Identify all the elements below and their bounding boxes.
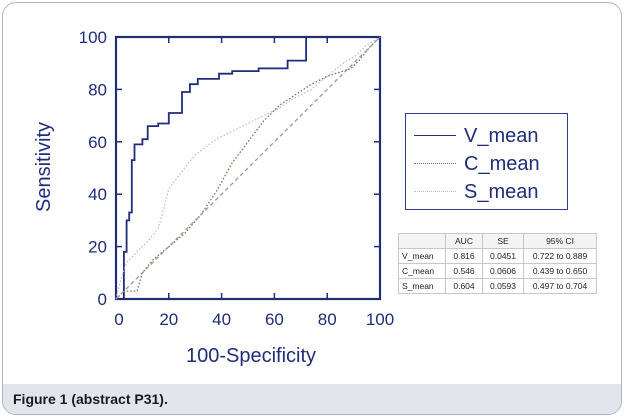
legend-label-s-mean: S_mean (464, 181, 539, 203)
table-cell: 0.497 to 0.704 (523, 278, 597, 294)
table-cell: V_mean (398, 248, 446, 264)
table-row: C_mean 0.546 0.0606 0.439 to 0.650 (398, 263, 597, 279)
auc-header-cell: 95% CI (523, 233, 597, 249)
y-tick-label: 40 (88, 185, 107, 204)
y-axis-label: Sensitivity (33, 122, 55, 212)
auc-header-cell (398, 233, 446, 249)
table-cell: C_mean (398, 263, 446, 279)
table-cell: 0.0451 (482, 248, 524, 264)
x-tick-label: 80 (318, 310, 337, 329)
auc-table-header: AUC SE 95% CI (398, 233, 597, 249)
legend-item-v-mean: V_mean (406, 122, 567, 150)
x-tick-label: 0 (114, 310, 123, 329)
x-tick-label: 20 (159, 310, 178, 329)
y-tick-label: 100 (79, 28, 107, 47)
legend-label-c-mean: C_mean (464, 153, 540, 175)
legend: V_mean C_mean S_mean (405, 113, 568, 210)
legend-label-v-mean: V_mean (464, 125, 539, 147)
table-cell: 0.0593 (482, 278, 524, 294)
table-cell: 0.722 to 0.889 (523, 248, 597, 264)
figure-caption: Figure 1 (abstract P31). (3, 384, 621, 414)
legend-swatch-v-mean (414, 135, 456, 136)
legend-item-s-mean: S_mean (406, 178, 567, 206)
x-tick-label: 100 (366, 310, 394, 329)
table-cell: S_mean (398, 278, 446, 294)
x-tick-label: 60 (265, 310, 284, 329)
legend-item-c-mean: C_mean (406, 150, 567, 178)
table-cell: 0.439 to 0.650 (523, 263, 597, 279)
y-tick-label: 80 (88, 80, 107, 99)
chart-curves (115, 36, 381, 300)
chart-axes: 0 20 40 60 80 100 0 20 40 60 80 100 (79, 28, 395, 329)
table-cell: 0.604 (445, 278, 483, 294)
auc-header-cell: SE (482, 233, 524, 249)
y-tick-label: 60 (88, 133, 107, 152)
series-line-s-mean (115, 36, 381, 300)
table-row: V_mean 0.816 0.0451 0.722 to 0.889 (398, 248, 597, 264)
legend-swatch-c-mean (414, 163, 456, 164)
reference-diagonal-line (115, 36, 381, 300)
table-cell: 0.546 (445, 263, 483, 279)
y-tick-label: 20 (88, 238, 107, 257)
x-axis-label: 100-Specificity (186, 345, 316, 367)
x-tick-label: 40 (212, 310, 231, 329)
auc-table: AUC SE 95% CI V_mean 0.816 0.0451 0.722 … (398, 233, 597, 294)
plot-border (114, 35, 382, 301)
table-cell: 0.0606 (482, 263, 524, 279)
y-tick-label: 0 (98, 290, 107, 309)
table-row: S_mean 0.604 0.0593 0.497 to 0.704 (398, 278, 597, 294)
legend-swatch-s-mean (414, 191, 456, 192)
series-line-v-mean (116, 36, 380, 300)
auc-header-cell: AUC (445, 233, 483, 249)
table-cell: 0.816 (445, 248, 483, 264)
